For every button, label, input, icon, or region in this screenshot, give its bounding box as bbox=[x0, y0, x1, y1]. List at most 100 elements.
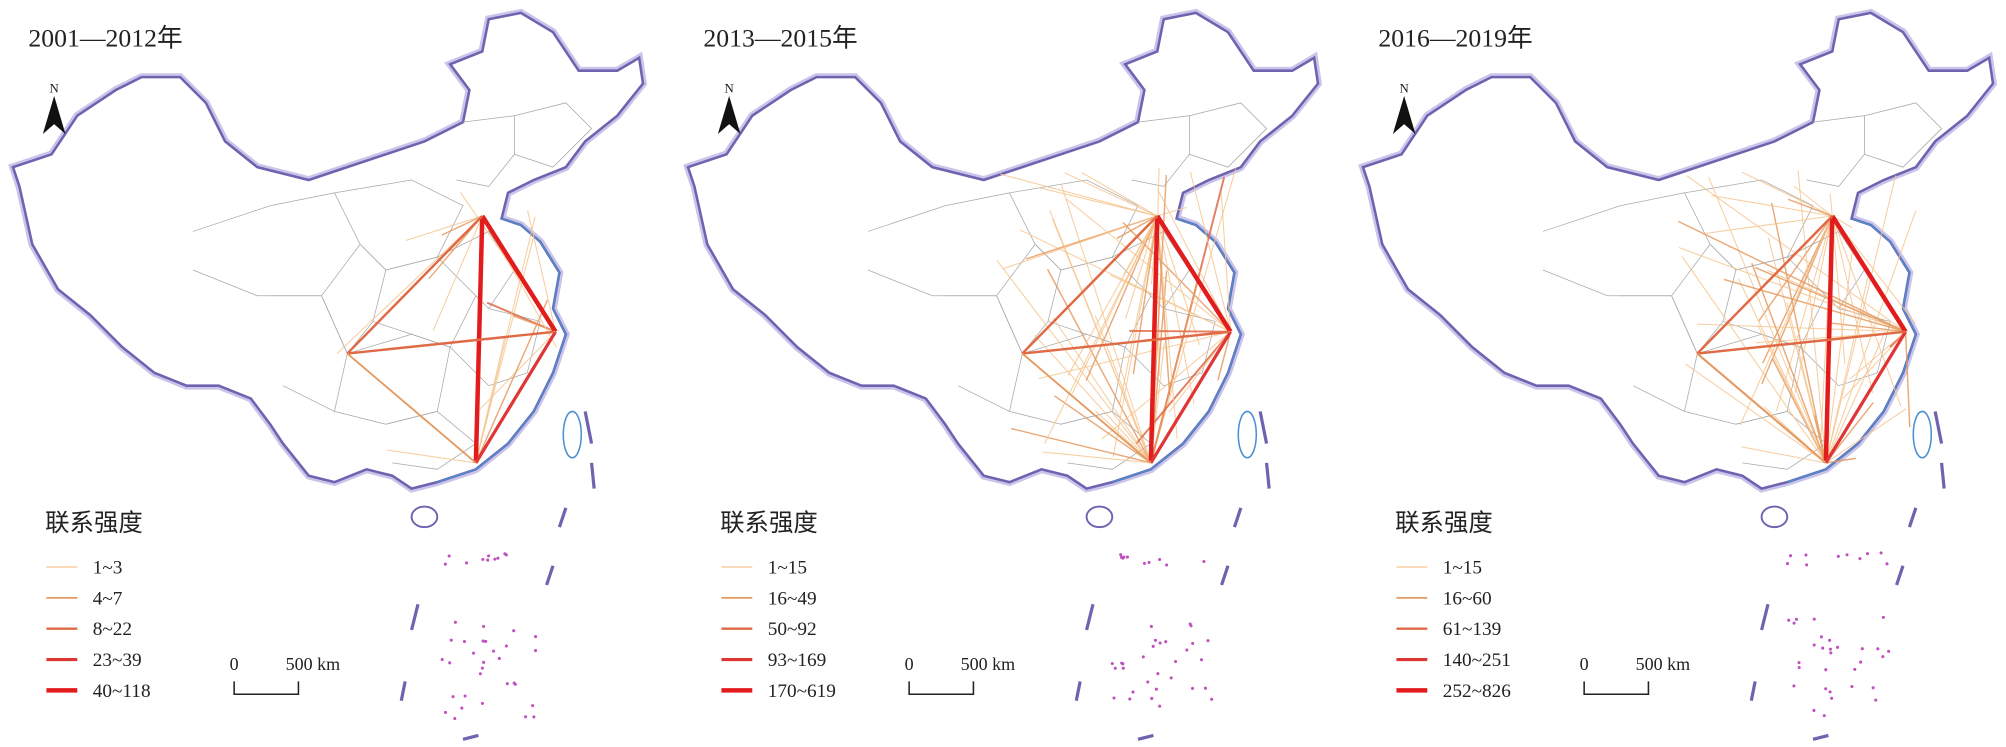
island bbox=[1147, 560, 1151, 564]
north-arrow bbox=[717, 95, 741, 134]
main-flow bbox=[1830, 214, 1908, 333]
main-flow bbox=[1021, 215, 1159, 355]
flow-line bbox=[1678, 247, 1906, 333]
map-panel: 2001—2012年 N 联系强度 1~3 4~7 8~22 23~39 40~118 0 500… bbox=[8, 8, 648, 741]
flow-line bbox=[512, 314, 556, 333]
island bbox=[1836, 554, 1840, 558]
island bbox=[531, 704, 535, 708]
island bbox=[1149, 624, 1153, 628]
island bbox=[1887, 649, 1891, 653]
flow-line bbox=[1071, 215, 1158, 395]
island bbox=[1142, 561, 1146, 565]
island bbox=[1850, 684, 1854, 689]
province-border bbox=[1542, 192, 1711, 297]
island bbox=[447, 554, 451, 558]
main-flow bbox=[1149, 330, 1232, 464]
scale-distance: 500 km bbox=[961, 654, 1016, 674]
province-border bbox=[1131, 115, 1190, 187]
sea-boundary bbox=[1232, 507, 1243, 528]
island bbox=[1120, 661, 1124, 665]
island bbox=[1792, 621, 1796, 625]
island bbox=[1853, 667, 1857, 671]
flow-line bbox=[1751, 262, 1827, 464]
flow-line bbox=[1757, 324, 1827, 464]
island bbox=[1859, 660, 1863, 664]
sea-boundary bbox=[1812, 733, 1829, 741]
island bbox=[453, 620, 457, 624]
province-border bbox=[334, 333, 451, 425]
island bbox=[1164, 640, 1168, 644]
north-arrow bbox=[1392, 95, 1416, 134]
sea-boundary bbox=[410, 603, 420, 631]
island bbox=[504, 644, 508, 648]
scale-zero: 0 bbox=[905, 654, 914, 674]
island bbox=[471, 651, 476, 655]
flow-line bbox=[1066, 198, 1231, 333]
island bbox=[460, 706, 464, 710]
province-border bbox=[1806, 115, 1865, 187]
island bbox=[1871, 686, 1875, 690]
province-border bbox=[372, 256, 477, 348]
legend-label: 1~15 bbox=[1443, 557, 1482, 578]
map-panel: 2016—2019年 N 联系强度 1~15 16~60 61~139 140~251 252… bbox=[1358, 8, 1998, 741]
province-border bbox=[1684, 333, 1801, 425]
flow-line bbox=[1697, 323, 1906, 333]
island bbox=[1206, 639, 1210, 643]
island bbox=[1158, 704, 1162, 708]
island bbox=[1792, 684, 1796, 688]
legend-label: 1~15 bbox=[768, 557, 807, 578]
island bbox=[1805, 563, 1809, 567]
island bbox=[1189, 624, 1193, 628]
flow-line bbox=[1038, 331, 1231, 380]
province-border bbox=[1124, 308, 1216, 387]
main-flow bbox=[1021, 352, 1152, 464]
island bbox=[1191, 641, 1195, 645]
flow-line bbox=[1757, 215, 1833, 323]
main-flow bbox=[474, 330, 557, 464]
flow-line bbox=[1109, 274, 1231, 333]
island bbox=[449, 638, 453, 642]
hainan bbox=[1085, 505, 1114, 529]
flow-lines bbox=[1677, 170, 1917, 464]
flow-line bbox=[1157, 206, 1187, 217]
scale-zero: 0 bbox=[230, 654, 239, 674]
north-label: N bbox=[50, 82, 59, 96]
flow-line bbox=[999, 173, 1158, 217]
island bbox=[1876, 647, 1880, 651]
legend-label: 16~49 bbox=[768, 588, 817, 609]
legend-label: 50~92 bbox=[768, 619, 817, 640]
island bbox=[1881, 655, 1885, 659]
island bbox=[1812, 617, 1816, 621]
island bbox=[1156, 672, 1160, 676]
province-border bbox=[867, 192, 1036, 297]
flow-line bbox=[1054, 395, 1152, 464]
country-border bbox=[686, 11, 1320, 490]
island bbox=[1141, 655, 1145, 659]
island bbox=[480, 701, 484, 705]
sea-boundary bbox=[399, 681, 407, 702]
island bbox=[1146, 680, 1150, 684]
panel-title: 2001—2012年 bbox=[28, 23, 182, 52]
island bbox=[1785, 562, 1790, 566]
flow-lines bbox=[336, 192, 558, 464]
island bbox=[462, 639, 466, 644]
main-flow bbox=[1824, 330, 1907, 464]
flow-line bbox=[1741, 446, 1826, 464]
island bbox=[464, 561, 469, 565]
flow-line bbox=[1825, 332, 1886, 464]
island bbox=[1885, 562, 1889, 566]
island bbox=[1879, 551, 1883, 555]
island bbox=[443, 710, 448, 714]
flow-line bbox=[1002, 215, 1158, 270]
flow-line bbox=[1049, 210, 1152, 464]
island bbox=[1131, 690, 1135, 694]
legend-label: 61~139 bbox=[1443, 619, 1502, 640]
taiwan bbox=[1237, 410, 1258, 459]
flow-line bbox=[336, 215, 483, 354]
flow-line bbox=[405, 215, 483, 241]
taiwan bbox=[562, 410, 583, 459]
sea-boundary bbox=[589, 462, 596, 489]
sea-boundary bbox=[1258, 411, 1269, 444]
flow-line bbox=[1157, 188, 1232, 332]
flow-line bbox=[386, 449, 476, 464]
